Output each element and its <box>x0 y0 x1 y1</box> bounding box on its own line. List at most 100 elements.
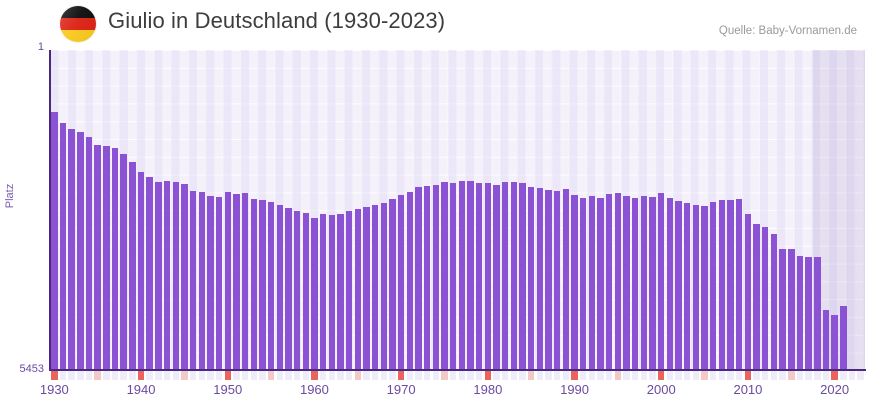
bar <box>692 204 700 370</box>
bar <box>501 181 509 370</box>
bar <box>580 197 587 370</box>
bar <box>649 196 656 370</box>
bar <box>467 180 474 370</box>
tick-pale <box>68 371 75 380</box>
tick-pale <box>380 371 387 380</box>
tick-half-decade <box>181 371 188 380</box>
bar <box>640 195 648 370</box>
tick-pale <box>588 371 596 380</box>
bar <box>666 197 674 370</box>
bar <box>632 198 639 370</box>
tick-pale <box>493 371 500 380</box>
bar <box>623 195 630 370</box>
tick-pale <box>85 371 93 380</box>
tick-pale <box>510 371 518 380</box>
tick-pale <box>103 371 110 380</box>
bar <box>753 223 760 370</box>
bar <box>371 205 379 370</box>
tick-pale <box>285 371 292 380</box>
tick-half-decade <box>527 371 535 380</box>
tick-pale <box>606 371 613 380</box>
bar <box>571 194 578 370</box>
tick-pale <box>467 371 474 380</box>
bar <box>840 306 847 370</box>
tick-pale <box>805 371 812 380</box>
tick-pale <box>406 371 413 380</box>
bar <box>484 182 492 370</box>
bar <box>536 188 544 370</box>
tick-pale <box>501 371 509 380</box>
x-axis-labels: 1930 1940 1950 1960 1970 1980 1990 2000 2010 2020 <box>0 382 873 408</box>
x-axis-tick-label: 1980 <box>473 382 503 397</box>
tick-pale <box>363 371 370 380</box>
bar <box>259 200 266 370</box>
tick-pale <box>736 371 743 380</box>
bar <box>59 122 67 370</box>
bar <box>328 215 335 370</box>
tick-pale <box>779 371 786 380</box>
bar <box>423 186 431 370</box>
bar <box>77 132 84 370</box>
bar <box>415 186 422 370</box>
bar <box>449 182 457 370</box>
tick-pale <box>796 371 804 380</box>
bar <box>146 177 153 370</box>
bar <box>207 195 214 370</box>
bar <box>796 256 804 370</box>
bar <box>94 145 101 370</box>
tick-pale <box>207 371 214 380</box>
bar <box>337 213 344 370</box>
tick-pale <box>371 371 379 380</box>
bar <box>181 184 188 370</box>
bar <box>319 214 327 370</box>
tick-pale <box>337 371 344 380</box>
x-axis-tick-label: 1950 <box>213 382 243 397</box>
flag-band-red <box>60 18 96 30</box>
bar <box>588 195 596 370</box>
german-flag-icon <box>60 6 96 42</box>
bar <box>215 197 223 370</box>
tick-pale <box>259 371 266 380</box>
bar <box>285 208 292 370</box>
bar <box>397 195 405 370</box>
bar <box>527 186 535 370</box>
x-axis-tick-label: 1930 <box>39 382 69 397</box>
tick-pale <box>155 371 162 380</box>
bar <box>224 192 231 370</box>
bar <box>233 193 240 370</box>
tick-pale <box>675 371 682 380</box>
tick-half-decade <box>354 371 361 380</box>
tick-pale <box>632 371 639 380</box>
bar <box>111 147 119 370</box>
tick-pale <box>319 371 327 380</box>
bar <box>172 181 179 370</box>
tick-pale <box>597 371 604 380</box>
tick-pale <box>345 371 353 380</box>
tick-decade <box>311 371 318 380</box>
tick-pale <box>111 371 119 380</box>
tick-pale <box>276 371 283 380</box>
tick-pale <box>840 371 847 380</box>
tick-half-decade <box>788 371 795 380</box>
bar <box>120 154 127 370</box>
tick-pale <box>415 371 422 380</box>
tick-pale <box>449 371 457 380</box>
tick-decade <box>484 371 492 380</box>
bar <box>727 199 734 370</box>
bar <box>380 202 387 370</box>
tick-pale <box>580 371 587 380</box>
tick-pale <box>770 371 778 380</box>
tick-pale <box>432 371 440 380</box>
bar <box>805 256 812 370</box>
bar <box>788 249 795 370</box>
tick-pale <box>822 371 830 380</box>
bar <box>267 201 275 370</box>
x-axis-line <box>49 369 866 371</box>
bar <box>345 210 353 370</box>
bar <box>475 183 483 370</box>
tick-pale <box>692 371 700 380</box>
bar <box>710 201 717 370</box>
bar <box>389 198 396 370</box>
tick-decade <box>658 371 665 380</box>
